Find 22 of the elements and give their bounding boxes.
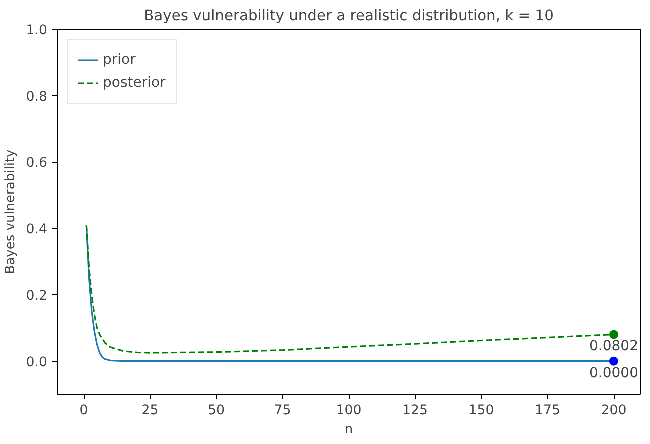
x-axis-title: n — [344, 422, 354, 438]
y-axis-title: Bayes vulnerability — [3, 149, 18, 274]
y-tick-label: 0.0 — [26, 355, 48, 370]
x-tick-label: 75 — [274, 404, 292, 418]
annotation: 0.0000 — [590, 365, 639, 382]
x-tick-label: 150 — [468, 404, 494, 418]
x-tick-label: 50 — [208, 404, 225, 418]
annotation: 0.0802 — [590, 338, 639, 355]
legend-label: posterior — [103, 75, 166, 91]
chart-title: Bayes vulnerability under a realistic distribution, k = 10 — [144, 8, 554, 24]
x-tick-label: 200 — [601, 404, 627, 418]
y-tick-label: 0.2 — [26, 288, 48, 304]
x-tick-label: 175 — [535, 404, 560, 418]
legend-label: prior — [103, 52, 136, 68]
y-tick-label: 0.6 — [26, 156, 48, 172]
y-tick-label: 0.8 — [26, 90, 48, 105]
x-tick-label: 100 — [336, 404, 362, 418]
y-tick-label: 0.4 — [26, 222, 48, 238]
y-tick-label: 1.0 — [26, 24, 48, 38]
x-tick-label: 25 — [142, 404, 159, 418]
x-tick-label: 125 — [402, 404, 428, 418]
x-tick-label: 0 — [80, 404, 88, 418]
